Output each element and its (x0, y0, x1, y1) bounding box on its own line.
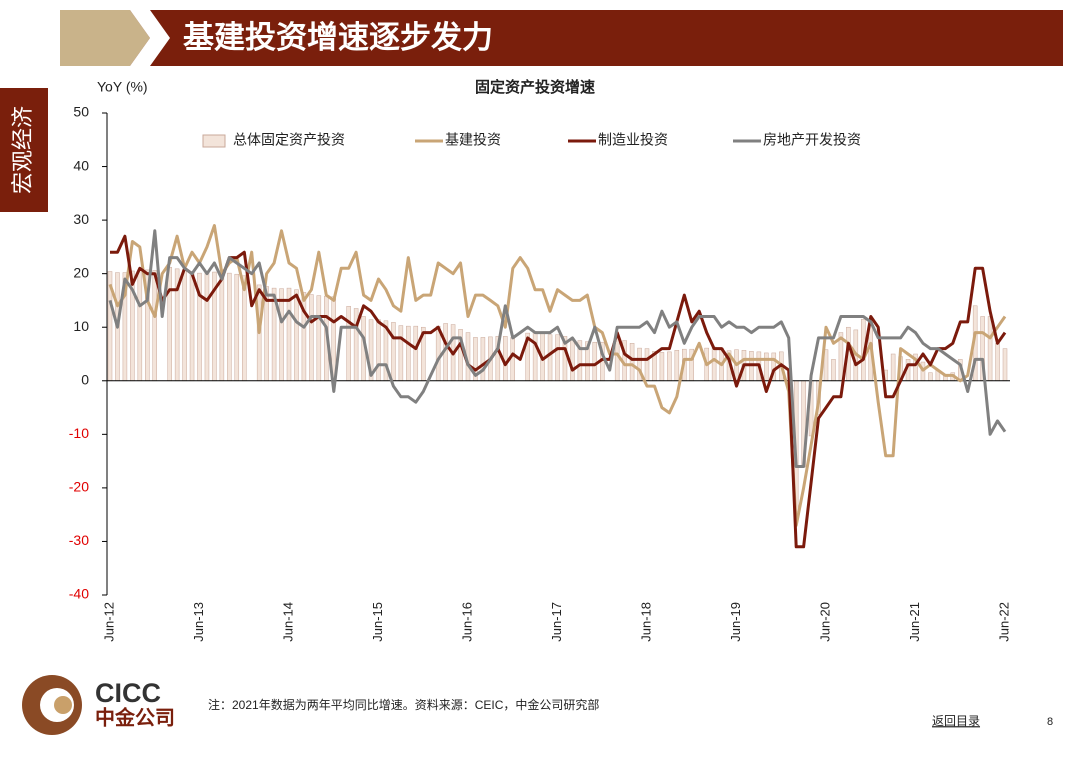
legend-label: 房地产开发投资 (763, 132, 861, 148)
bar (167, 266, 172, 382)
bar (570, 338, 575, 382)
bar (182, 270, 187, 382)
y-tick-label: -30 (69, 532, 89, 548)
y-axis-label: YoY (%) (97, 79, 148, 95)
plot: -40 -30 -20 -10 0 10 20 30 40 50 Jun-12 Jun-13 Jun-1… (69, 104, 1012, 642)
legend-swatch (202, 134, 226, 148)
legend-label: 总体固定资产投资 (233, 132, 345, 148)
bar (1002, 348, 1008, 382)
logo-en: CICC (95, 678, 161, 708)
line (108, 229, 1007, 468)
bar (831, 359, 836, 382)
y-tick-label: 10 (73, 318, 89, 334)
line (110, 234, 1007, 549)
x-tick-label: Jun-19 (728, 602, 743, 642)
bar (629, 343, 635, 382)
bar (928, 372, 933, 382)
line (108, 224, 1007, 527)
x-tick-label: Jun-21 (907, 602, 922, 642)
bar (294, 289, 299, 382)
bar (435, 325, 441, 382)
logo-dot (54, 696, 72, 714)
x-tick-label: Jun-16 (459, 602, 474, 642)
y-tick-label: 40 (73, 157, 89, 173)
bar (764, 352, 769, 382)
bar (644, 348, 650, 382)
bar (204, 272, 210, 382)
bar (995, 343, 1000, 382)
x-tick-label: Jun-17 (549, 602, 564, 642)
bar (309, 294, 314, 382)
bar (346, 306, 351, 382)
section-label: 宏观经济 (10, 106, 35, 194)
page-number: 8 (1047, 716, 1053, 728)
x-tick-label: Jun-13 (191, 602, 206, 642)
x-tick-label: Jun-15 (370, 602, 385, 642)
header-title: 基建投资增速逐步发力 (183, 20, 493, 55)
bar (152, 270, 157, 382)
chart-title: 固定资产投资增速 (475, 78, 595, 96)
y-tick-label: -40 (69, 586, 89, 602)
bar (391, 322, 396, 382)
x-tick-label: Jun-20 (817, 602, 832, 642)
section-tab (0, 88, 48, 212)
bar (987, 316, 993, 382)
bar (547, 334, 553, 382)
bar (614, 338, 620, 382)
bar (890, 353, 896, 382)
bar (480, 337, 486, 382)
y-tick-label: 50 (73, 104, 89, 120)
y-tick-label: 20 (73, 264, 89, 280)
bar (398, 325, 404, 382)
toc-link[interactable]: 返回目录 (932, 714, 980, 728)
logo-cn: 中金公司 (95, 705, 175, 729)
bar (316, 295, 322, 382)
bar (279, 288, 284, 382)
bar (189, 271, 195, 382)
bar (137, 269, 143, 382)
y-tick-label: -10 (69, 425, 89, 441)
header-chevron (60, 10, 150, 66)
x-tick-label: Jun-12 (101, 602, 116, 642)
footnote: 注：2021年数据为两年平均同比增速。资料来源：CEIC，中金公司研究部 (208, 697, 599, 712)
bar (406, 325, 411, 382)
y-tick-label: -20 (69, 479, 89, 495)
bar (376, 319, 381, 382)
bar (234, 273, 240, 382)
x-tick-label: Jun-22 (996, 602, 1011, 642)
x-tick-label: Jun-18 (638, 602, 653, 642)
header-sep (130, 10, 170, 66)
y-tick-label: 30 (73, 211, 89, 227)
y-tick-label: 0 (81, 371, 89, 387)
legend-label: 制造业投资 (598, 132, 668, 148)
x-tick-label: Jun-14 (280, 602, 295, 642)
bar (659, 352, 665, 382)
bar (592, 341, 598, 382)
bar (219, 272, 225, 382)
bar (286, 287, 292, 382)
bar (667, 351, 672, 382)
legend-label: 基建投资 (445, 132, 501, 148)
bar (413, 325, 419, 382)
bar (242, 275, 247, 382)
bar (555, 334, 560, 382)
bar (510, 337, 515, 382)
bar (227, 272, 232, 382)
bar (711, 346, 717, 382)
header-bar (60, 10, 1063, 66)
bar (532, 331, 538, 382)
bar (674, 350, 680, 382)
